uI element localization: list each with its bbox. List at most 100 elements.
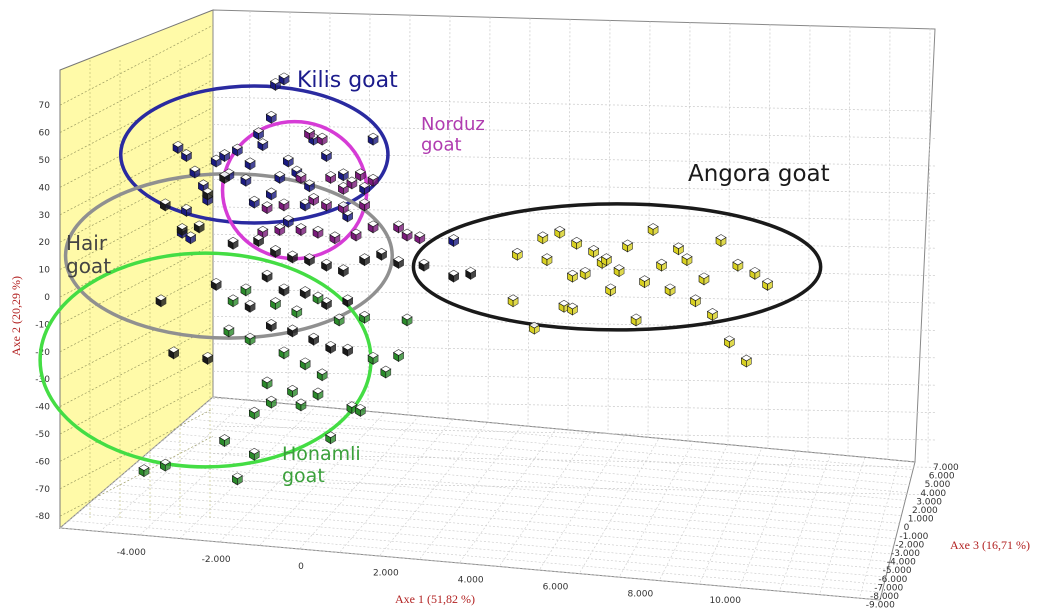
data-point [681, 253, 693, 267]
floor-h-grid [68, 520, 882, 593]
data-point [269, 297, 282, 311]
data-point-front [279, 173, 286, 184]
z-tick-label: 0 [904, 523, 910, 533]
y-tick-label: -50 [35, 430, 50, 440]
floor-v-grid [859, 460, 900, 597]
left-wall-h-grid [59, 408, 214, 490]
x-axis-title: Axe 1 (51,82 %) [395, 592, 475, 606]
left-wall-h-grid [59, 435, 214, 517]
data-point-front [224, 173, 230, 184]
data-point [282, 214, 294, 228]
back-wall-v-grid [887, 27, 891, 460]
data-point-front [453, 272, 460, 283]
data-point-front [364, 256, 370, 267]
data-point [715, 234, 727, 248]
data-point-front [283, 75, 290, 86]
data-point [414, 231, 426, 245]
data-point-front [300, 401, 307, 412]
y-tick-label: -40 [35, 403, 50, 413]
back-wall-h-grid [212, 398, 936, 413]
data-point-front [627, 242, 633, 253]
y-tick-label: 40 [39, 183, 51, 193]
data-point [740, 354, 752, 368]
data-point-front [317, 228, 324, 239]
data-point-front [343, 267, 349, 278]
data-point-front [254, 198, 260, 209]
data-point-front [406, 316, 413, 327]
data-point [253, 127, 265, 141]
data-point-front [572, 272, 578, 283]
data-point-front [317, 294, 324, 305]
data-point-front [385, 368, 392, 379]
data-point-front [309, 182, 315, 193]
group-ellipse [411, 202, 823, 332]
data-point-front [249, 160, 256, 171]
data-point-front [606, 256, 612, 267]
data-point [261, 201, 273, 215]
data-point [193, 220, 205, 234]
z-tick-label: 7.000 [933, 463, 959, 473]
back-wall-v-grid [927, 28, 931, 464]
data-point-front [542, 234, 549, 245]
z-tick-label: 6.000 [929, 472, 955, 482]
data-point [176, 223, 188, 237]
data-point [286, 250, 299, 264]
data-point [244, 299, 256, 313]
data-point-front [330, 343, 337, 354]
data-point [282, 154, 294, 168]
group-label-text: Angora goat [688, 161, 830, 187]
group-label-text: Honamli goat [282, 443, 361, 487]
z-tick-label: -2.000 [895, 540, 924, 550]
floor-v-grid [779, 453, 832, 590]
floor-h-grid [136, 462, 898, 532]
data-point [159, 198, 171, 212]
data-point [299, 357, 311, 371]
left-wall-h-grid [59, 271, 214, 353]
data-point-front [686, 256, 693, 267]
data-point-front [516, 250, 523, 261]
floor-v-grid [179, 406, 317, 539]
data-point [269, 77, 282, 91]
data-point [253, 234, 265, 248]
data-point [732, 258, 744, 272]
floor-h-grid [204, 403, 914, 470]
data-point [295, 171, 307, 184]
data-point-front [304, 288, 311, 300]
back-wall-v-grid [487, 17, 491, 423]
floor-v-grid [459, 428, 557, 563]
data-point [180, 203, 193, 217]
floor-v-grid [739, 450, 797, 586]
data-point-front [470, 269, 477, 280]
data-point [248, 406, 260, 420]
data-point-front [576, 239, 583, 250]
data-point-front [186, 206, 192, 217]
floor-h-grid [153, 447, 902, 516]
z-tick-label: -8.000 [870, 592, 899, 602]
data-point [342, 294, 354, 308]
data-point-front [746, 357, 752, 368]
floor-h-grid [127, 469, 896, 539]
group-label-line: Honamli [282, 443, 361, 465]
data-point-front [533, 324, 540, 335]
data-point-front [232, 297, 239, 308]
data-point [528, 321, 540, 335]
y-tick-label: 0 [44, 293, 50, 303]
data-point [265, 187, 277, 201]
data-point-front [186, 151, 192, 163]
data-point [647, 223, 659, 237]
data-point [588, 245, 600, 258]
data-point-front [292, 253, 298, 264]
data-point [337, 264, 349, 278]
data-point [219, 149, 231, 163]
data-point-front [669, 286, 676, 297]
data-point [630, 313, 642, 327]
data-point-front [258, 130, 264, 141]
floor-v-grid [379, 422, 488, 556]
data-point [354, 168, 366, 182]
x-tick-label: 2.000 [373, 569, 399, 579]
data-point [537, 231, 549, 245]
floor-v-grid [139, 403, 282, 536]
data-point [303, 253, 316, 267]
data-point-front [546, 256, 553, 267]
data-point [401, 228, 413, 242]
